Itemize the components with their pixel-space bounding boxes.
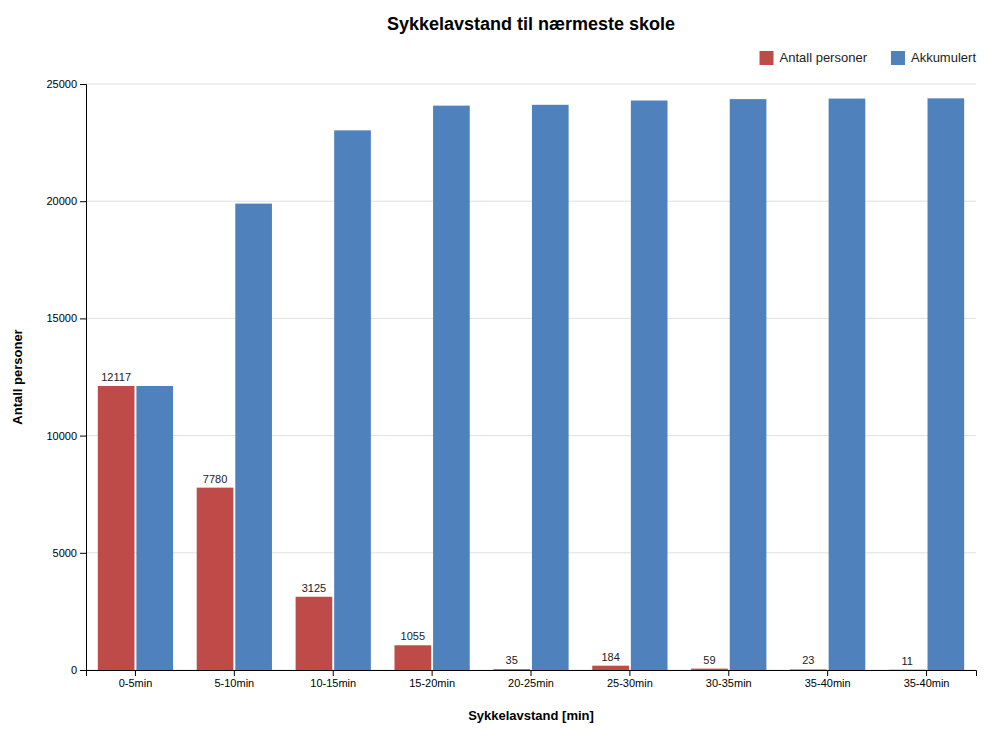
data-label: 59 (703, 654, 715, 666)
bar (928, 98, 965, 670)
bar (631, 101, 668, 670)
bar (334, 130, 371, 670)
legend-swatch (891, 51, 905, 65)
x-tick-label: 30-35min (706, 677, 752, 689)
bar-series (98, 386, 926, 670)
x-tick: 30-35min (706, 670, 752, 689)
x-tick-mark (827, 670, 828, 676)
x-tick: 0-5min (119, 670, 153, 689)
data-label: 184 (601, 651, 619, 663)
y-tick: 25000 (46, 78, 86, 90)
x-tick-mark (629, 670, 630, 676)
x-tick-label: 35-40min (904, 677, 950, 689)
x-tick: 15-20min (409, 670, 455, 689)
x-tick: 35-40min (805, 670, 851, 689)
y-tick-mark (80, 553, 86, 554)
x-tick-mark (234, 670, 235, 676)
bar (592, 666, 629, 670)
legend-item: Antall personer (760, 50, 868, 65)
x-tick-label: 15-20min (409, 677, 455, 689)
bar (532, 105, 569, 670)
bar (394, 645, 431, 670)
legend-label: Antall personer (780, 50, 868, 65)
x-tick-label: 5-10min (214, 677, 254, 689)
data-label: 23 (802, 654, 814, 666)
grid-line (86, 84, 976, 85)
x-tick-mark (926, 670, 927, 676)
y-tick: 20000 (46, 195, 86, 207)
bar (296, 597, 333, 670)
x-tick-label: 35-40min (805, 677, 851, 689)
bar (235, 204, 272, 670)
x-axis-title: Sykkelavstand [min] (468, 708, 594, 723)
chart-title: Sykkelavstand til nærmeste skole (387, 14, 675, 34)
x-tick: 20-25min (508, 670, 554, 689)
x-tick-label: 10-15min (310, 677, 356, 689)
y-tick-label: 5000 (53, 547, 77, 559)
x-tick-mark (432, 670, 433, 676)
data-label: 3125 (302, 582, 326, 594)
bar (433, 106, 470, 670)
y-tick-label: 15000 (46, 312, 77, 324)
x-tick: 5-10min (214, 670, 254, 689)
x-tick-mark (531, 670, 532, 676)
bar (136, 386, 173, 670)
chart-svg: 12117 7780 3125 1055 35 184 59 23 11 0-5min 5-10mi… (0, 0, 1006, 742)
y-tick-label: 20000 (46, 195, 77, 207)
data-label: 35 (506, 654, 518, 666)
bar (790, 669, 827, 670)
x-axis-line (87, 671, 977, 677)
legend-label: Akkumulert (911, 50, 976, 65)
data-label: 1055 (401, 630, 425, 642)
y-tick-label: 25000 (46, 78, 77, 90)
x-tick-label: 0-5min (119, 677, 153, 689)
bar (691, 669, 728, 670)
y-tick-mark (80, 201, 86, 202)
y-axis: 0 5000 10000 15000 20000 25000 (46, 78, 86, 676)
y-tick-mark (80, 436, 86, 437)
x-tick-mark (135, 670, 136, 676)
y-axis-line (80, 85, 87, 671)
bar (829, 99, 866, 670)
y-tick-mark (80, 84, 86, 85)
y-tick-label: 10000 (46, 430, 77, 442)
data-label: 12117 (101, 371, 131, 383)
grid (86, 84, 976, 670)
data-label: 7780 (203, 473, 227, 485)
x-tick: 10-15min (310, 670, 356, 689)
data-labels: 12117 7780 3125 1055 35 184 59 23 11 (101, 371, 913, 667)
x-axis: 0-5min 5-10min 10-15min 15-20min 20-25min 25-… (87, 670, 977, 689)
y-axis-title: Antall personer (10, 329, 25, 424)
y-tick: 0 (71, 664, 86, 676)
bar (889, 669, 926, 670)
y-tick-mark (80, 318, 86, 319)
x-tick-mark (728, 670, 729, 676)
legend-swatch (760, 51, 774, 65)
x-tick-label: 25-30min (607, 677, 653, 689)
x-tick: 35-40min (904, 670, 950, 689)
bar (493, 669, 530, 670)
y-tick: 10000 (46, 430, 86, 442)
y-tick: 15000 (46, 312, 86, 324)
legend-item: Akkumulert (891, 50, 976, 65)
x-tick-label: 20-25min (508, 677, 554, 689)
bar (197, 488, 234, 670)
plot-area: 12117 7780 3125 1055 35 184 59 23 11 0-5min 5-10mi… (46, 78, 976, 689)
data-label: 11 (902, 655, 913, 667)
y-tick-mark (80, 670, 86, 671)
bars (98, 98, 964, 670)
y-tick-label: 0 (71, 664, 77, 676)
legend: Antall personer Akkumulert (760, 50, 977, 65)
bar (98, 386, 135, 670)
bar-series (136, 98, 964, 670)
x-tick-mark (333, 670, 334, 676)
bar (730, 99, 767, 670)
x-tick: 25-30min (607, 670, 653, 689)
y-tick: 5000 (53, 547, 86, 559)
